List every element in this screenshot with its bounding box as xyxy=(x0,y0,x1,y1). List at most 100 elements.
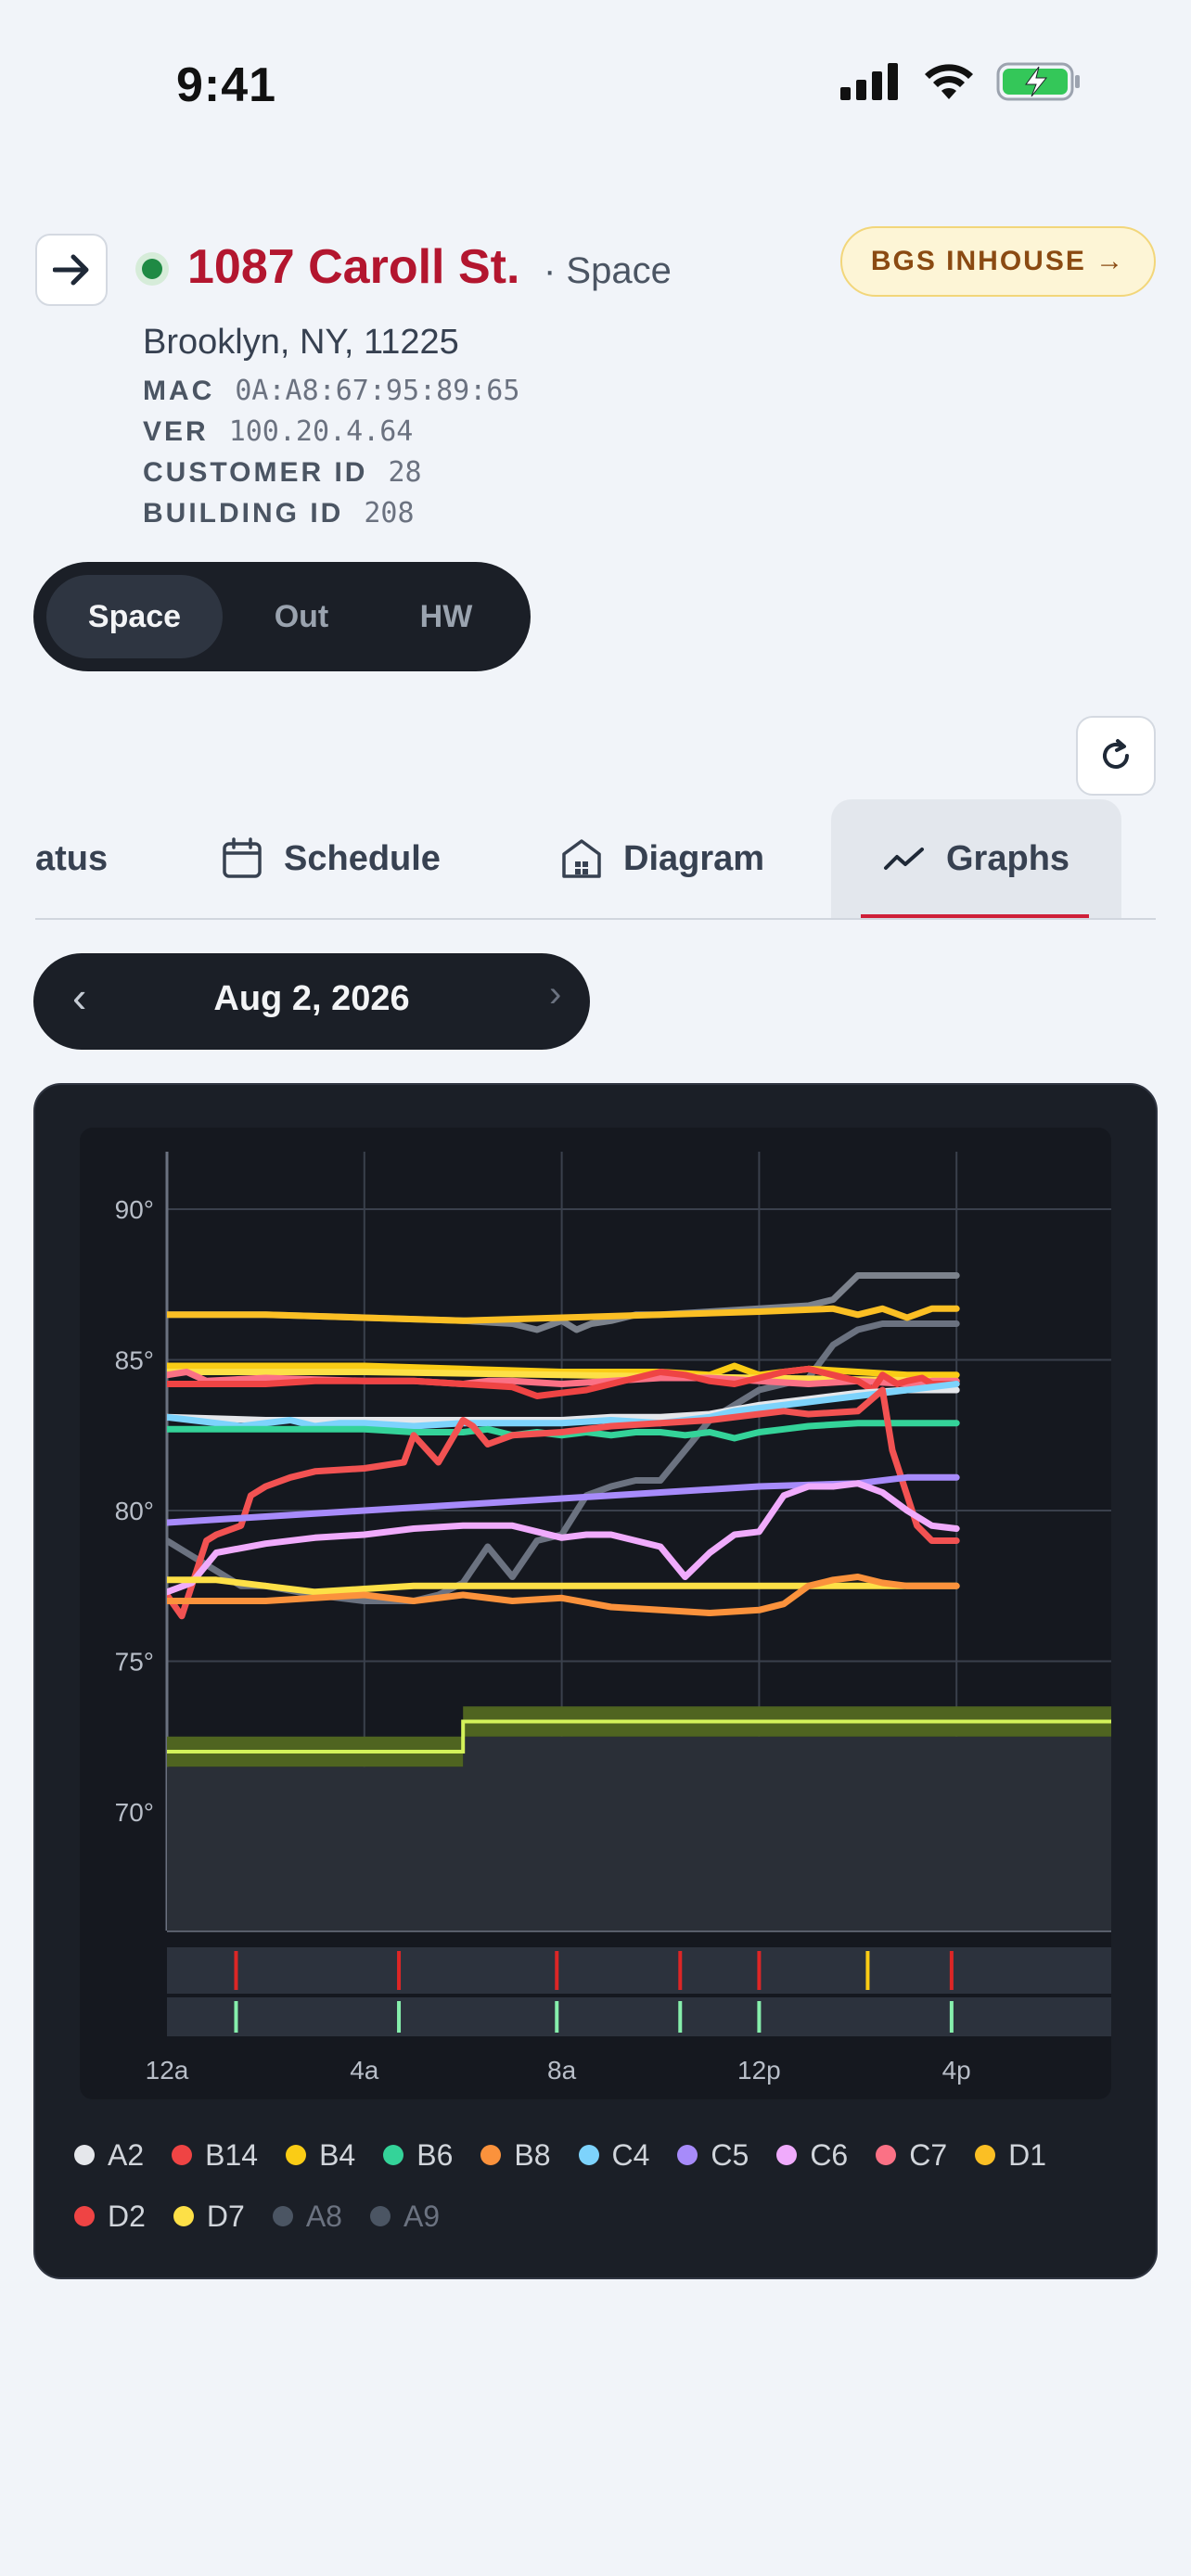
date-label[interactable]: Aug 2, 2026 xyxy=(213,979,410,1018)
legend-dot xyxy=(383,2145,404,2165)
legend-label: D1 xyxy=(1008,2137,1047,2172)
chart-line-icon xyxy=(884,848,924,870)
legend-label: B14 xyxy=(205,2137,259,2172)
series-line-b6 xyxy=(167,1420,960,1442)
legend-item-a8[interactable]: A8 xyxy=(272,2199,342,2233)
y-tick-label: 80° xyxy=(115,1497,154,1525)
event-tick xyxy=(949,2001,954,2033)
legend-dot xyxy=(480,2145,502,2165)
x-tick-label: 8a xyxy=(547,2056,577,2085)
legend-item-b6[interactable]: B6 xyxy=(383,2138,453,2172)
meta-ver: VER 100.20.4.64 xyxy=(143,415,413,448)
meta-value: 100.20.4.64 xyxy=(228,415,414,448)
tab-label: Diagram xyxy=(623,838,765,878)
legend-dot xyxy=(286,2145,307,2165)
back-button[interactable] xyxy=(35,234,108,306)
series-line-c6 xyxy=(167,1480,960,1596)
segment-out[interactable]: Out xyxy=(274,598,329,634)
legend-dot xyxy=(74,2206,95,2226)
series-line-d7 xyxy=(167,1369,960,1384)
series-line-b4 xyxy=(167,1362,960,1379)
meta-value: 208 xyxy=(364,497,415,529)
setpoint-area xyxy=(167,1736,1111,1931)
legend-dot xyxy=(172,2145,193,2165)
legend-label: B6 xyxy=(416,2137,454,2172)
legend-label: A9 xyxy=(403,2199,441,2233)
y-tick-label: 70° xyxy=(115,1798,154,1827)
legend-dot xyxy=(876,2145,897,2165)
wifi-icon xyxy=(925,64,973,99)
legend-item-d1[interactable]: D1 xyxy=(975,2138,1046,2172)
event-tick xyxy=(949,1951,954,1990)
prev-day-button[interactable]: ‹ xyxy=(72,973,87,1021)
legend-dot xyxy=(578,2145,599,2165)
meta-key: VER xyxy=(143,416,209,447)
legend-item-b8[interactable]: B8 xyxy=(480,2138,551,2172)
tab-label: atus xyxy=(35,838,109,878)
legend-item-c4[interactable]: C4 xyxy=(578,2137,650,2172)
battery-charging-icon xyxy=(996,62,1080,101)
legend-item-c6[interactable]: C6 xyxy=(776,2138,848,2172)
refresh-icon xyxy=(1103,739,1129,769)
status-bar-icons xyxy=(840,61,1082,102)
legend-label: A8 xyxy=(305,2199,342,2233)
legend-item-a9[interactable]: A9 xyxy=(369,2199,441,2233)
calendar-icon xyxy=(223,837,262,878)
refresh-button[interactable] xyxy=(1076,716,1156,796)
y-tick-label: 90° xyxy=(115,1195,154,1224)
status-bar-time: 9:41 xyxy=(176,58,277,112)
series-line-b8 xyxy=(167,1574,960,1616)
legend-item-b4[interactable]: B4 xyxy=(286,2138,355,2172)
event-row-1 xyxy=(167,1947,1111,1994)
x-tick-label: 12a xyxy=(146,2056,189,2085)
event-tick xyxy=(555,1951,559,1990)
legend-dot xyxy=(272,2206,293,2226)
plot-background xyxy=(80,1128,1111,2099)
x-tick-label: 4p xyxy=(942,2056,971,2085)
building-subtitle: · Space xyxy=(544,250,672,291)
tabs-divider xyxy=(35,918,1156,920)
event-tick xyxy=(865,1951,870,1990)
legend-item-a2[interactable]: A2 xyxy=(74,2138,144,2172)
bgs-inhouse-button[interactable]: BGS INHOUSE → xyxy=(840,226,1156,297)
event-tick xyxy=(757,1951,762,1990)
legend-item-b14[interactable]: B14 xyxy=(172,2138,258,2172)
tab-diagram[interactable]: Diagram xyxy=(560,799,764,918)
tab-status[interactable]: atus xyxy=(35,799,108,918)
series-line-b14 xyxy=(167,1365,960,1399)
legend-item-c5[interactable]: C5 xyxy=(677,2138,749,2172)
event-tick xyxy=(678,1951,683,1990)
legend-dot xyxy=(776,2145,798,2165)
legend-label: C5 xyxy=(711,2137,749,2172)
meta-customer-id: CUSTOMER ID 28 xyxy=(143,456,422,489)
event-tick xyxy=(397,1951,402,1990)
meta-mac: MAC 0A:A8:67:95:89:65 xyxy=(143,375,519,407)
date-picker: ‹ Aug 2, 2026 › xyxy=(33,953,590,1050)
legend-label: D2 xyxy=(108,2199,146,2233)
tab-label: Graphs xyxy=(946,838,1070,878)
series-line-d7-low xyxy=(167,1576,960,1596)
tab-label: Schedule xyxy=(284,838,441,878)
legend-dot xyxy=(975,2145,996,2165)
segment-hw[interactable]: HW xyxy=(419,598,473,634)
legend-label: C4 xyxy=(611,2137,650,2172)
segment-space[interactable]: Space xyxy=(46,575,223,658)
meta-key: BUILDING ID xyxy=(143,498,344,529)
event-row-2 xyxy=(167,1997,1111,2036)
legend-item-d7[interactable]: D7 xyxy=(173,2200,245,2233)
building-address: Brooklyn, NY, 11225 xyxy=(143,323,459,362)
legend-dot xyxy=(677,2145,698,2165)
meta-key: MAC xyxy=(143,376,215,406)
legend-dot xyxy=(173,2206,194,2226)
tab-graphs[interactable]: Graphs xyxy=(831,799,1122,918)
y-tick-label: 75° xyxy=(115,1648,154,1677)
event-tick xyxy=(555,2001,559,2033)
legend-item-d2[interactable]: D2 xyxy=(74,2200,146,2233)
next-day-button[interactable]: › xyxy=(549,974,562,1014)
building-icon xyxy=(562,839,601,878)
tab-schedule[interactable]: Schedule xyxy=(221,799,441,918)
y-tick-label: 85° xyxy=(115,1346,154,1375)
legend-item-c7[interactable]: C7 xyxy=(876,2138,947,2172)
event-tick xyxy=(397,2001,402,2033)
